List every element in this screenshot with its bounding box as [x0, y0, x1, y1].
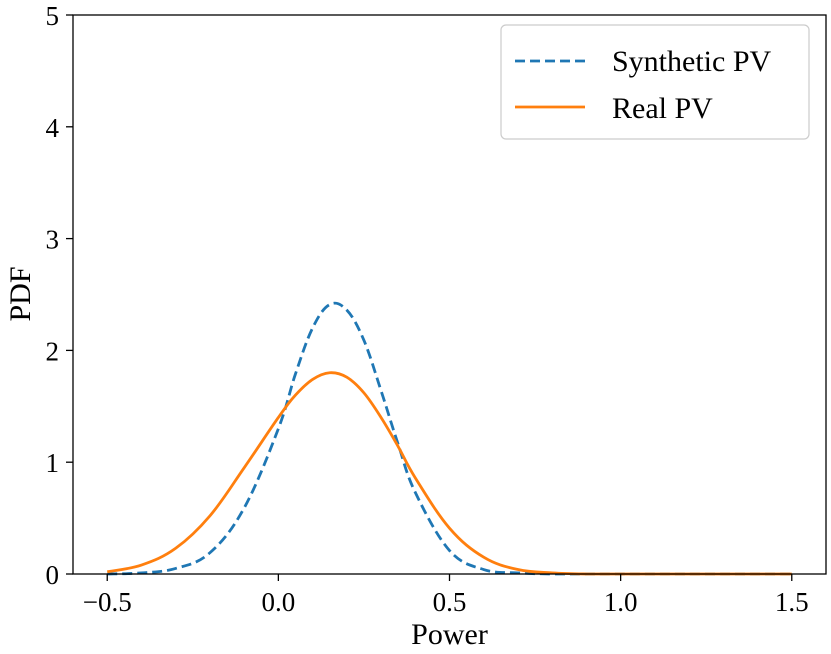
y-tick-label: 1	[46, 448, 60, 478]
x-axis-ticks: −0.5 0.0 0.5 1.0 1.5	[83, 574, 809, 617]
y-axis-label: PDF	[4, 266, 37, 321]
legend-label-synthetic-pv: Synthetic PV	[612, 45, 772, 78]
x-tick-label: 1.0	[604, 587, 638, 617]
y-axis-ticks: 0 1 2 3 4 5	[46, 1, 73, 590]
x-tick-label: 1.5	[775, 587, 809, 617]
series-line-real-pv	[106, 371, 792, 576]
x-tick-label: 0.5	[433, 587, 467, 617]
legend-box	[500, 24, 810, 140]
legend: Synthetic PV Real PV	[500, 24, 810, 140]
y-tick-label: 4	[46, 113, 60, 143]
legend-label-real-pv: Real PV	[612, 92, 713, 125]
y-tick-label: 0	[46, 560, 60, 590]
y-tick-label: 3	[46, 225, 60, 255]
y-tick-label: 5	[46, 1, 60, 31]
y-tick-label: 2	[46, 336, 60, 366]
x-tick-label: −0.5	[83, 587, 132, 617]
x-axis-label: Power	[411, 618, 488, 651]
x-tick-label: 0.0	[261, 587, 295, 617]
